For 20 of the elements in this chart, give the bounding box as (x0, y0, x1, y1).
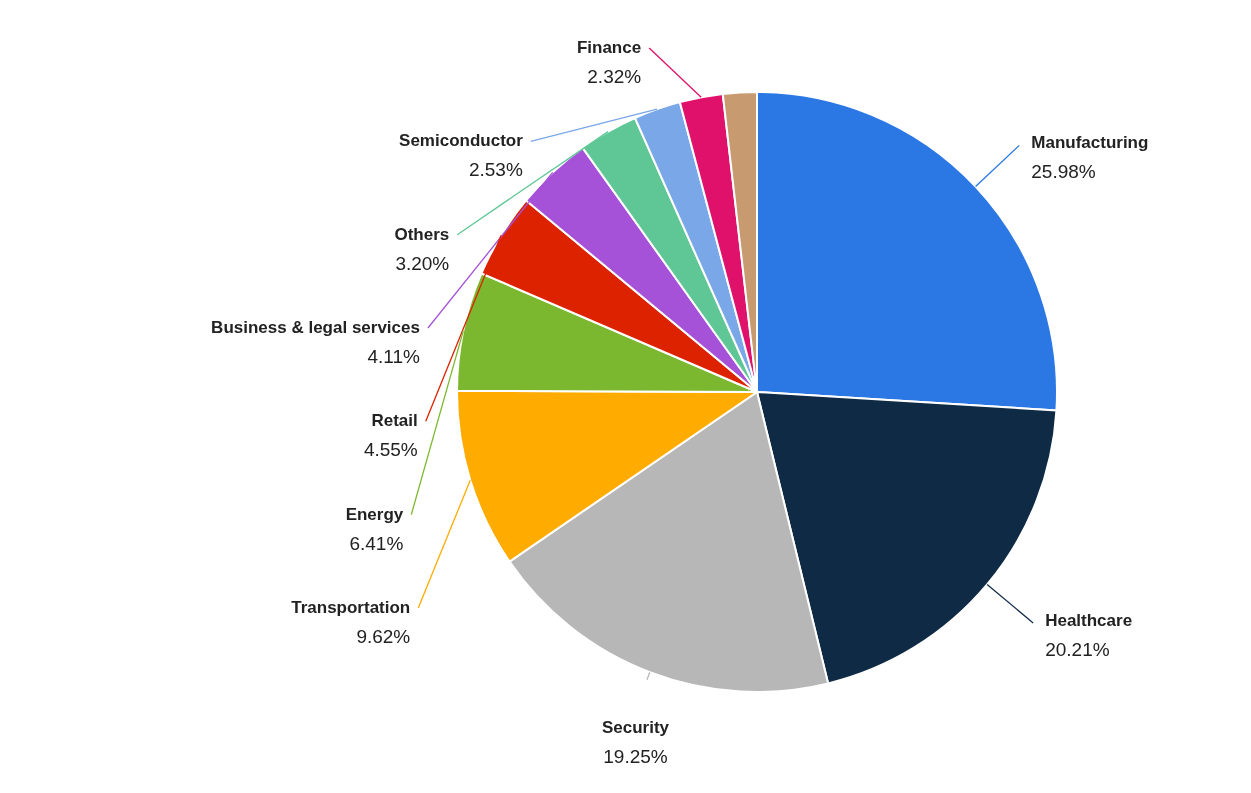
slice-label: Business & legal services (211, 318, 420, 337)
data-label: 4.11% (367, 346, 421, 367)
slice-label: Finance (576, 38, 642, 57)
slice-label: Transportation (291, 598, 411, 617)
slice-label: Energy (345, 504, 404, 524)
slice-label: Retail (371, 411, 418, 431)
data-label: 2.53% (468, 159, 523, 181)
data-label: 19.25% (603, 745, 668, 767)
data-label: 20.21% (1045, 638, 1110, 660)
data-label: 4.55% (363, 439, 418, 461)
data-label: 9.62% (356, 626, 411, 647)
slice-label: Healthcare (1045, 610, 1133, 630)
data-label: 6.41% (349, 532, 404, 554)
data-label: 2.32% (587, 66, 642, 87)
slice-label: Semiconductor (399, 131, 524, 151)
data-label: 25.98% (1031, 161, 1096, 183)
slice-label: Others (394, 224, 450, 244)
slice-label: Security (601, 717, 670, 737)
data-label: 3.20% (395, 252, 450, 274)
slice-label: Manufacturing (1031, 133, 1149, 153)
